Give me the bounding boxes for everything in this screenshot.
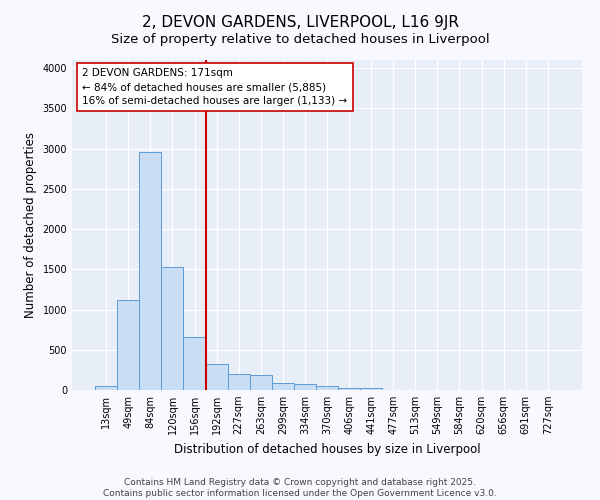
Bar	[338, 388, 360, 390]
Bar	[272, 383, 294, 390]
X-axis label: Distribution of detached houses by size in Liverpool: Distribution of detached houses by size …	[173, 442, 481, 456]
Bar	[250, 375, 272, 390]
Bar	[95, 386, 117, 390]
Bar	[161, 267, 184, 390]
Text: 2 DEVON GARDENS: 171sqm
← 84% of detached houses are smaller (5,885)
16% of semi: 2 DEVON GARDENS: 171sqm ← 84% of detache…	[82, 68, 347, 106]
Text: Size of property relative to detached houses in Liverpool: Size of property relative to detached ho…	[110, 32, 490, 46]
Text: 2, DEVON GARDENS, LIVERPOOL, L16 9JR: 2, DEVON GARDENS, LIVERPOOL, L16 9JR	[142, 15, 458, 30]
Bar	[139, 152, 161, 390]
Bar	[117, 300, 139, 390]
Bar	[294, 384, 316, 390]
Bar	[316, 386, 338, 390]
Bar	[184, 337, 206, 390]
Bar	[227, 374, 250, 390]
Y-axis label: Number of detached properties: Number of detached properties	[24, 132, 37, 318]
Text: Contains HM Land Registry data © Crown copyright and database right 2025.
Contai: Contains HM Land Registry data © Crown c…	[103, 478, 497, 498]
Bar	[360, 388, 382, 390]
Bar	[206, 364, 227, 390]
